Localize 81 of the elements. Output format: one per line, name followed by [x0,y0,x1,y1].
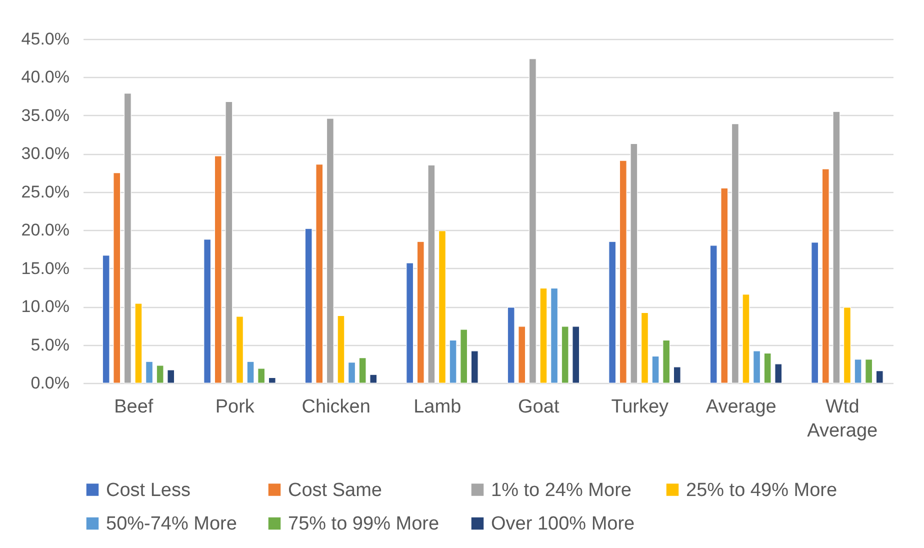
bar [550,288,558,384]
y-tick-label: 30.0% [21,144,70,164]
bar [619,160,627,384]
bar [156,365,164,384]
bar [742,294,750,384]
y-tick-label: 20.0% [21,220,70,240]
bar [113,172,121,384]
y-tick-label: 35.0% [21,106,70,125]
legend-label: 75% to 99% More [288,514,440,534]
bar [572,326,580,384]
bar [304,228,312,384]
bar [662,340,670,384]
bar [358,357,366,384]
x-tick-label: Lamb [414,396,462,418]
bar [370,374,378,384]
bar [764,352,772,384]
legend-label: 50%-74% More [106,514,237,534]
bar [326,118,334,384]
bar [470,350,478,384]
bar [811,242,819,384]
y-tick-label: 45.0% [21,30,70,48]
y-tick-label: 0.0% [30,374,70,392]
bar [673,366,681,384]
bar [507,307,515,384]
bar [608,241,616,384]
x-tick-label: Turkey [611,396,670,418]
y-tick-label: 40.0% [21,68,70,87]
bar [449,340,457,384]
legend-label: Cost Same [288,480,382,501]
bar [822,168,830,384]
bar [236,316,244,384]
bar [428,164,436,384]
bar [337,315,345,384]
bar [843,307,851,384]
legend-label: Over 100% More [491,514,635,534]
bar [652,356,660,384]
bar [518,326,526,384]
x-tick-label: Chicken [302,396,370,418]
x-tick-label: Average [706,396,776,418]
bar [204,238,212,384]
bar [876,370,884,384]
bar [258,368,266,384]
bar [854,359,862,384]
bar [146,361,154,384]
legend-label: 25% to 49% More [686,480,838,501]
bar [460,329,468,384]
bar [102,255,110,384]
bar [540,288,548,384]
bar [416,241,424,384]
bar [268,377,276,384]
bar [124,92,132,384]
y-tick-label: 25.0% [21,182,70,202]
bar [561,326,569,384]
bar [865,359,873,384]
bar [167,370,175,384]
bar [640,312,648,384]
legend-label: 1% to 24% More [491,480,632,501]
x-tick-label: Goat [518,396,560,418]
bar [438,230,446,384]
legend-label: Cost Less [106,480,190,501]
bar [832,111,840,384]
x-tick-label: Wtd Average [807,396,878,442]
bar [225,101,233,384]
bar [316,164,324,384]
y-tick-label: 10.0% [21,297,70,316]
x-tick-label: Pork [215,396,255,418]
bar [753,350,761,384]
x-tick-label: Beef [114,396,154,418]
bar [774,364,782,384]
bar [134,303,142,384]
bar [214,156,222,384]
bar [710,245,718,384]
y-tick-label: 5.0% [30,335,70,354]
bar [731,124,739,384]
bar [406,262,414,384]
bar [528,58,536,384]
y-tick-label: 15.0% [21,258,70,278]
bar [630,143,638,384]
bar [720,188,728,384]
bar [246,361,254,384]
bar [348,362,356,384]
